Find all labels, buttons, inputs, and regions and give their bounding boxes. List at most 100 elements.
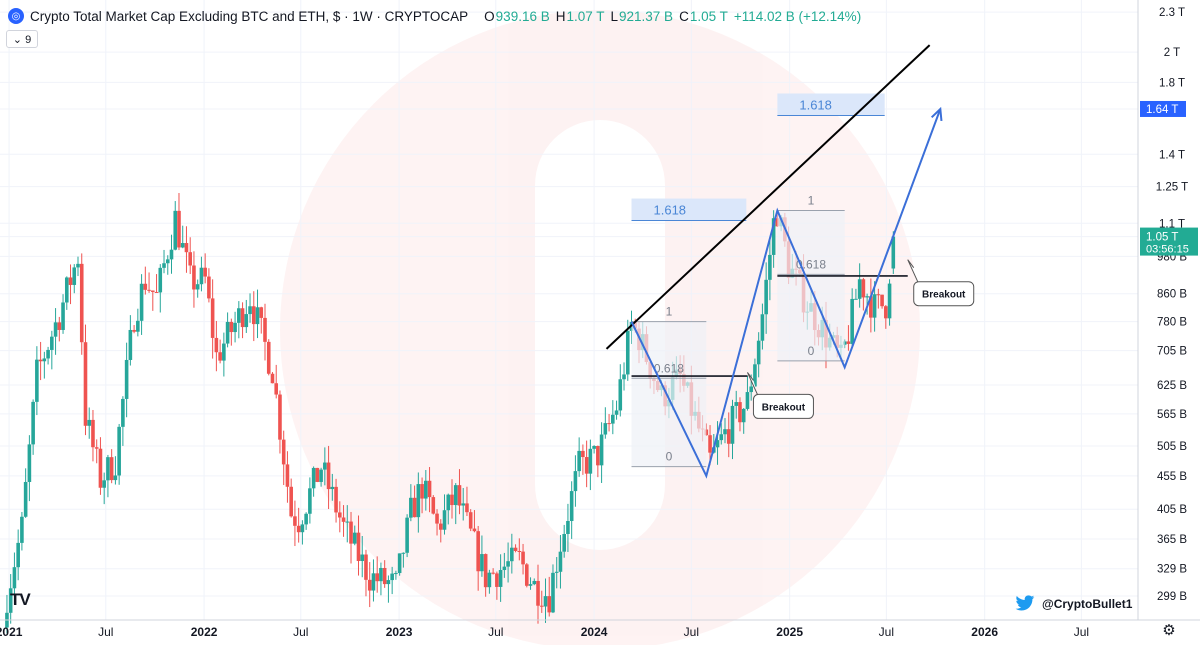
candle (23, 468, 28, 518)
candle (371, 559, 376, 602)
candle (255, 289, 260, 339)
candle (588, 439, 593, 491)
price-tick-label: 1.4 T (1159, 149, 1185, 161)
candle (8, 574, 13, 624)
candle (128, 315, 133, 366)
candle (427, 467, 432, 513)
candle (409, 484, 413, 522)
candle (165, 255, 170, 275)
candle-body (734, 402, 739, 406)
price-tick-label: 1.1 T (1159, 218, 1185, 230)
grid (0, 0, 1138, 620)
settings-gear-icon[interactable]: ⚙ (1162, 622, 1176, 639)
tag-value: 1.64 T (1146, 104, 1178, 116)
fib-extension-label: 1.618 (799, 98, 832, 113)
candle (375, 556, 379, 593)
candle-body (416, 484, 421, 518)
candle-body (113, 475, 118, 481)
candle (334, 478, 338, 523)
candle-body (723, 429, 727, 435)
price-tick-label: 565 B (1157, 409, 1187, 421)
candle (547, 576, 552, 617)
candle (233, 311, 237, 343)
candle (760, 303, 765, 350)
candle-body (42, 358, 47, 362)
candle-body (266, 341, 271, 374)
candle (35, 346, 39, 416)
candle-body (139, 283, 144, 321)
candle (438, 519, 443, 543)
candle (596, 445, 600, 478)
candle (240, 302, 245, 339)
candle (113, 456, 118, 485)
candle-body (83, 342, 88, 426)
candle-body (596, 446, 600, 466)
candle (764, 262, 768, 334)
watermark-circle (280, 10, 920, 645)
candle (607, 414, 611, 432)
symbol-title[interactable]: Crypto Total Market Cap Excluding BTC an… (30, 8, 469, 24)
candle-body (319, 469, 323, 482)
candle (154, 274, 159, 293)
candle (603, 407, 608, 439)
candle-body (764, 279, 768, 315)
candle (551, 564, 555, 614)
candle-body (708, 435, 712, 453)
candle (237, 301, 241, 339)
candle-body (124, 359, 129, 399)
candle (263, 303, 267, 361)
target-price-tag: 1.64 T (1140, 100, 1186, 117)
callout-pointer (907, 259, 919, 282)
candle-body (872, 294, 877, 318)
time-tick-label: Jul (684, 625, 699, 639)
candle-body (622, 374, 626, 380)
candle-body (424, 480, 428, 499)
candle (431, 495, 436, 515)
candle-body (517, 550, 522, 552)
tag-countdown: 03:56:15 (1146, 244, 1189, 256)
candle-body (412, 497, 417, 518)
candle (91, 409, 95, 462)
open-label: O (484, 8, 495, 24)
candle-body (20, 516, 24, 543)
candle-body (192, 265, 196, 290)
candle (300, 520, 305, 545)
candle (491, 568, 495, 575)
candle-body (749, 386, 753, 393)
candle (412, 485, 417, 518)
candle (768, 238, 772, 301)
candle-body (453, 485, 458, 506)
candle (382, 560, 387, 588)
candle-body (382, 567, 387, 585)
candle-body (72, 267, 77, 285)
fib-level-label: 0 (666, 450, 673, 464)
candle (495, 571, 499, 600)
price-tick-label: 329 B (1157, 564, 1187, 576)
candle-body (289, 486, 293, 517)
candle (229, 318, 234, 346)
price-tick-label: 625 B (1157, 380, 1187, 392)
candle (715, 421, 720, 465)
candle-body (128, 329, 133, 360)
candle-body (308, 488, 312, 514)
upper-trendline (605, 44, 931, 350)
candle-body (222, 343, 226, 361)
candle-body (498, 570, 503, 587)
candle (356, 515, 361, 576)
candle-body (23, 481, 28, 517)
candle (20, 511, 24, 551)
price-tick-label: 860 B (1157, 289, 1187, 301)
tradingview-logo[interactable]: TV (10, 590, 31, 609)
candle-body (285, 464, 290, 487)
low-label: L (610, 8, 619, 24)
price-tick-label: 780 B (1157, 317, 1187, 329)
candle (869, 278, 873, 333)
candle-body (326, 462, 331, 490)
candle (611, 400, 615, 435)
candle-body (184, 243, 189, 253)
indicators-collapse-button[interactable]: ⌄ 9 (6, 30, 38, 48)
candle (730, 399, 735, 460)
candle-body (581, 450, 585, 458)
author-handle[interactable]: @CryptoBullet1 (1042, 596, 1133, 611)
